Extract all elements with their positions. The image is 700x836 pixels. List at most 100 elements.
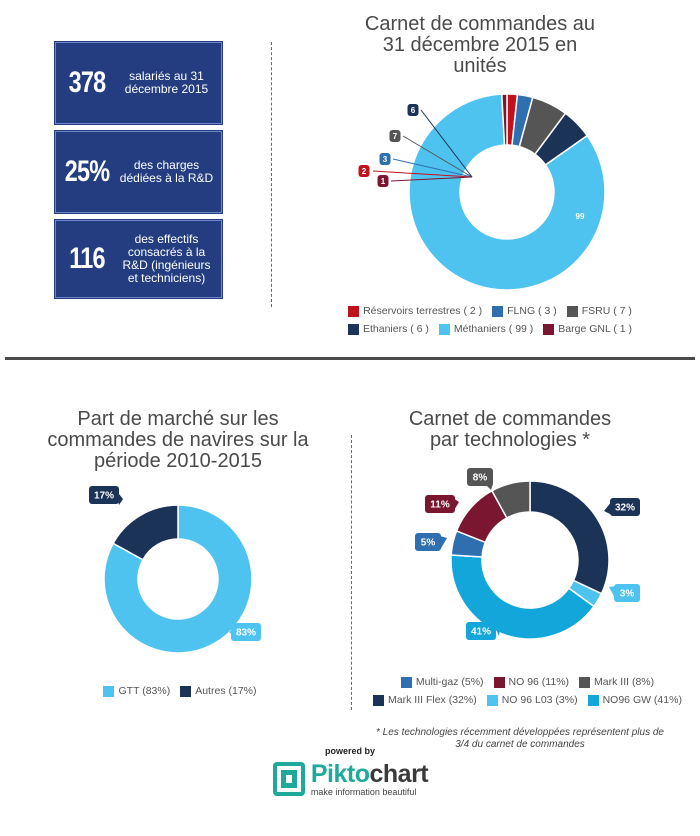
chart-title-technologies: Carnet de commandes par technologies *	[408, 408, 612, 451]
stat-text: salariés au 31 décembre 2015	[124, 69, 209, 96]
legend-item: Barge GNL ( 1 )	[543, 323, 632, 335]
legend-label: Multi-gaz (5%)	[415, 676, 484, 688]
data-label: 32%	[604, 498, 640, 516]
legend-item: Méthaniers ( 99 )	[438, 323, 534, 335]
legend-label: GTT (83%)	[118, 685, 171, 697]
legend-label: FLNG ( 3 )	[507, 305, 557, 317]
svg-text:17%: 17%	[94, 491, 114, 502]
chart-title-orders: Carnet de commandes au 31 décembre 2015 …	[364, 13, 596, 77]
legend-label: Autres (17%)	[195, 685, 257, 697]
svg-text:41%: 41%	[471, 627, 491, 638]
legend-item: Multi-gaz (5%)	[400, 676, 484, 688]
legend-swatch	[373, 694, 385, 706]
svg-text:32%: 32%	[615, 503, 635, 514]
legend-swatch	[400, 676, 412, 688]
legend-label: FSRU ( 7 )	[581, 305, 632, 317]
legend-item: Ethaniers ( 6 )	[347, 323, 429, 335]
vertical-divider-bottom	[351, 435, 352, 710]
svg-text:6: 6	[411, 106, 416, 115]
data-label: 2	[358, 165, 370, 177]
piktochart-logo-icon	[272, 762, 305, 796]
donut-slice	[490, 480, 531, 519]
brand-name-part2: chart	[369, 759, 429, 788]
svg-text:1: 1	[381, 177, 386, 186]
brand-name-part1: Pikto	[310, 759, 370, 788]
footnote: * Les technologies récemment développées…	[376, 727, 664, 750]
data-label: 11%	[425, 495, 459, 513]
data-label: 3	[379, 153, 391, 165]
legend-swatch	[587, 694, 599, 706]
legend-item: Mark III (8%)	[579, 676, 654, 688]
legend-swatch	[348, 305, 360, 317]
legend-orders: Réservoirs terrestres ( 2 ) FLNG ( 3 ) FSR…	[330, 305, 650, 341]
piktochart-brand[interactable]: powered by Piktochart make information b…	[260, 746, 440, 797]
data-label: 8%	[467, 468, 493, 490]
donut-slice	[450, 554, 595, 640]
stat-box-employees: 378 salariés au 31 décembre 2015	[55, 42, 222, 124]
stat-number: 378	[68, 66, 106, 99]
legend-swatch	[438, 323, 450, 335]
data-label: 6	[407, 104, 419, 116]
legend-swatch	[492, 305, 504, 317]
data-label: 7	[389, 130, 401, 142]
donut-chart-technologies: 32% 3% 41% 5% 11% 8%	[415, 468, 640, 640]
legend-swatch	[486, 694, 498, 706]
svg-text:11%: 11%	[430, 500, 450, 511]
legend-label: Mark III (8%)	[594, 676, 655, 688]
legend-item: FLNG ( 3 )	[492, 305, 557, 317]
data-label: 17%	[89, 486, 123, 505]
vertical-divider-top	[271, 42, 272, 307]
brand-tagline: make information beautiful	[310, 786, 417, 797]
svg-text:83%: 83%	[236, 628, 256, 639]
svg-text:99: 99	[576, 212, 585, 221]
legend-swatch	[493, 676, 505, 688]
donut-slice	[103, 504, 253, 654]
leader-line	[372, 170, 473, 178]
donut-slice	[112, 504, 179, 561]
legend-market-share: GTT (83%) Autres (17%)	[60, 685, 300, 703]
leader-line	[392, 158, 473, 178]
leader-line	[402, 135, 473, 178]
data-label: 3%	[609, 584, 640, 602]
legend-label: NO 96 L03 (3%)	[501, 694, 578, 706]
legend-label: NO96 GW (41%)	[602, 694, 682, 706]
powered-by-text: powered by	[324, 746, 375, 756]
legend-swatch	[347, 323, 359, 335]
data-label: 83%	[229, 623, 261, 641]
svg-text:2: 2	[362, 167, 367, 176]
legend-item: Autres (17%)	[180, 685, 257, 697]
legend-item: GTT (83%)	[103, 685, 170, 697]
legend-label: Mark III Flex (32%)	[388, 694, 477, 706]
stat-text: des charges dédiées à la R&D	[119, 158, 214, 185]
donut-slice	[408, 93, 606, 291]
legend-label: Barge GNL ( 1 )	[558, 323, 633, 335]
legend-swatch	[566, 305, 578, 317]
svg-text:5%: 5%	[421, 538, 436, 549]
legend-label: Méthaniers ( 99 )	[453, 323, 534, 335]
legend-item: Mark III Flex (32%)	[373, 694, 477, 706]
stat-number: 25%	[64, 155, 110, 188]
data-label: 5%	[415, 533, 447, 551]
legend-item: Réservoirs terrestres ( 2 )	[348, 305, 482, 317]
legend-item: NO 96 L03 (3%)	[486, 694, 578, 706]
legend-swatch	[543, 323, 555, 335]
leader-line	[420, 109, 473, 178]
stat-text: des effectifs consacrés à la R&D (ingéni…	[122, 232, 211, 285]
donut-chart-market-share: 83% 17%	[89, 486, 261, 654]
svg-text:8%: 8%	[473, 473, 488, 484]
legend-technologies: Multi-gaz (5%) NO 96 (11%) Mark III (8%) Ma…	[365, 676, 690, 712]
legend-item: NO96 GW (41%)	[587, 694, 682, 706]
donut-slice	[529, 480, 610, 595]
data-label: 99	[572, 210, 588, 222]
legend-swatch	[180, 685, 192, 697]
data-label: 41%	[466, 622, 501, 640]
svg-text:7: 7	[393, 132, 398, 141]
stat-box-rd-staff: 116 des effectifs consacrés à la R&D (in…	[55, 220, 222, 298]
svg-text:3%: 3%	[620, 589, 635, 600]
legend-item: FSRU ( 7 )	[566, 305, 632, 317]
legend-swatch	[579, 676, 591, 688]
data-label: 1	[377, 175, 389, 187]
legend-item: NO 96 (11%)	[493, 676, 569, 688]
legend-label: Ethaniers ( 6 )	[362, 323, 429, 335]
stat-number: 116	[69, 242, 105, 275]
